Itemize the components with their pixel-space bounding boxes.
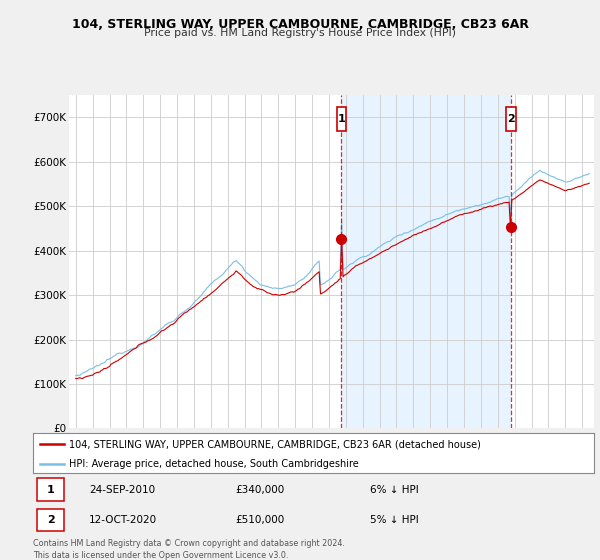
Text: 5% ↓ HPI: 5% ↓ HPI <box>370 515 418 525</box>
Text: 6% ↓ HPI: 6% ↓ HPI <box>370 484 418 494</box>
Text: 1: 1 <box>337 114 345 124</box>
Text: £340,000: £340,000 <box>235 484 284 494</box>
FancyBboxPatch shape <box>37 478 64 501</box>
Text: 12-OCT-2020: 12-OCT-2020 <box>89 515 157 525</box>
Text: 1: 1 <box>47 484 55 494</box>
FancyBboxPatch shape <box>37 509 64 531</box>
Bar <box>341 95 511 428</box>
Text: 2: 2 <box>47 515 55 525</box>
Text: 24-SEP-2010: 24-SEP-2010 <box>89 484 155 494</box>
FancyBboxPatch shape <box>506 107 516 131</box>
Text: £510,000: £510,000 <box>235 515 284 525</box>
FancyBboxPatch shape <box>337 107 346 131</box>
Text: 104, STERLING WAY, UPPER CAMBOURNE, CAMBRIDGE, CB23 6AR: 104, STERLING WAY, UPPER CAMBOURNE, CAMB… <box>71 18 529 31</box>
Text: 2: 2 <box>507 114 515 124</box>
Text: 104, STERLING WAY, UPPER CAMBOURNE, CAMBRIDGE, CB23 6AR (detached house): 104, STERLING WAY, UPPER CAMBOURNE, CAMB… <box>70 439 481 449</box>
Text: Price paid vs. HM Land Registry's House Price Index (HPI): Price paid vs. HM Land Registry's House … <box>144 28 456 38</box>
Text: HPI: Average price, detached house, South Cambridgeshire: HPI: Average price, detached house, Sout… <box>70 459 359 469</box>
Text: Contains HM Land Registry data © Crown copyright and database right 2024.
This d: Contains HM Land Registry data © Crown c… <box>33 539 345 559</box>
